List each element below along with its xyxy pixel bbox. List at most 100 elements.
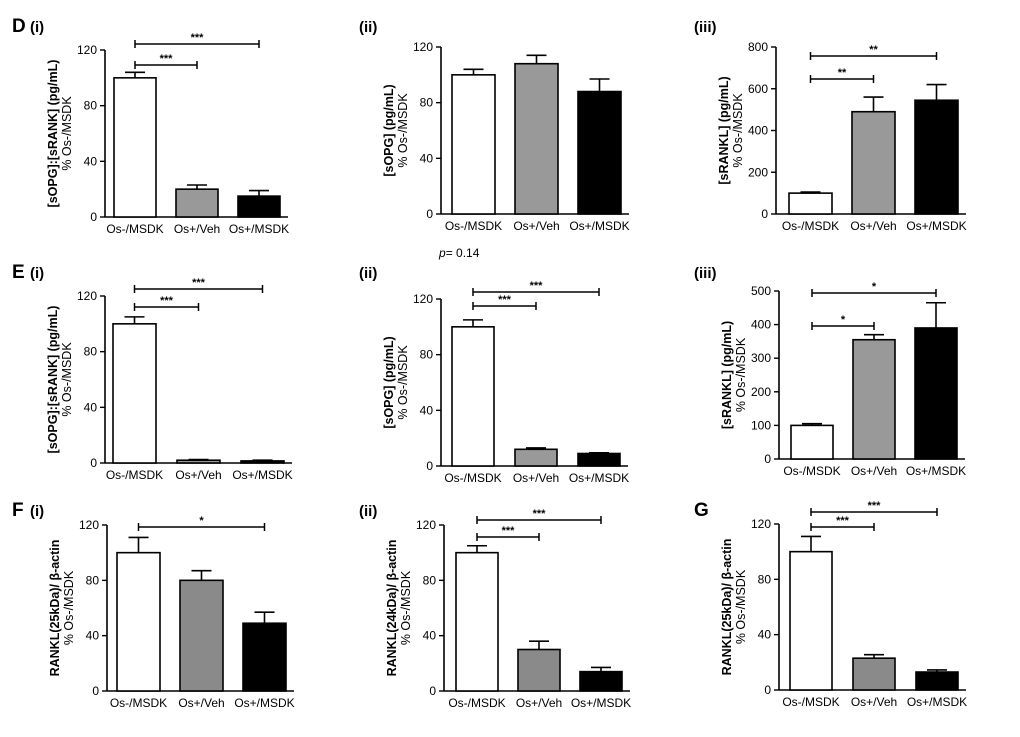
y-tick-label: 80 <box>86 573 100 587</box>
y-tick-label: 0 <box>426 459 433 473</box>
bar-0 <box>455 551 499 692</box>
panel-letter: F <box>12 500 24 521</box>
y-axis-subtitle: % Os-/MSDK <box>396 93 410 168</box>
y-tick-label: 600 <box>748 82 768 96</box>
y-tick-label: 0 <box>90 210 97 224</box>
y-axis-subtitle: % Os-/MSDK <box>399 570 413 645</box>
y-tick-label: 500 <box>751 284 771 298</box>
bar-2 <box>914 327 958 460</box>
y-tick-label: 0 <box>90 456 97 470</box>
category-label-2: Os+/MSDK <box>571 696 631 710</box>
bar-2 <box>579 670 623 692</box>
y-axis-title: RANKL(24kDa)/ β-actin <box>385 540 399 677</box>
chart-panel-E-ii: (ii) 0 40 80 120 [sOPG] (pg/mL)% Os-/MSDK Os-/… <box>359 265 629 485</box>
bar-1 <box>176 459 221 464</box>
sig-stars-0: *** <box>502 525 516 537</box>
chart-panel-E-i: E (i) 0 40 80 120 [sOPG]:[sRANK] (pg/mL)% Os-/… <box>12 262 293 482</box>
category-label-2: Os+/MSDK <box>229 222 289 236</box>
y-tick-label: 120 <box>79 518 99 532</box>
y-tick-label: 120 <box>416 518 436 532</box>
sig-stars-1: *** <box>530 280 544 292</box>
bar-2 <box>577 90 622 215</box>
y-tick-label: 0 <box>92 684 99 698</box>
category-label-1: Os+/Veh <box>850 219 896 233</box>
y-axis-title: [sOPG] (pg/mL) <box>382 336 396 428</box>
category-label-2: Os+/MSDK <box>234 696 294 710</box>
y-tick-label: 0 <box>764 683 771 697</box>
y-tick-label: 200 <box>751 385 771 399</box>
bar-0 <box>790 424 834 460</box>
category-label-0: Os-/MSDK <box>445 219 502 233</box>
y-tick-label: 200 <box>748 165 768 179</box>
y-tick-label: 120 <box>751 517 771 531</box>
bar-0 <box>788 192 833 215</box>
bar-2 <box>914 99 959 215</box>
bar-1 <box>517 648 561 692</box>
y-axis-title: [sOPG]:[sRANK] (pg/mL) <box>46 60 60 208</box>
y-tick-label: 120 <box>77 43 97 57</box>
category-label-1: Os+/Veh <box>851 464 897 478</box>
category-label-2: Os+/MSDK <box>569 219 629 233</box>
category-label-2: Os+/MSDK <box>907 695 967 709</box>
category-label-0: Os-/MSDK <box>782 219 839 233</box>
y-axis-title: [sRANKL] (pg/mL) <box>720 321 734 429</box>
y-axis-subtitle: % Os-/MSDK <box>396 345 410 420</box>
p-value-note: p= 0.14 <box>438 246 480 260</box>
bar-0 <box>451 326 495 467</box>
sig-stars-0: *** <box>160 295 174 307</box>
chart-panel-D-ii: (ii) 0 40 80 120 [sOPG] (pg/mL)% Os-/MSDK Os-/… <box>359 19 630 260</box>
y-tick-label: 0 <box>764 452 771 466</box>
bar-2 <box>237 195 281 218</box>
panel-sublabel: (i) <box>30 503 44 520</box>
panel-sublabel: (ii) <box>359 19 377 36</box>
y-tick-label: 80 <box>84 345 98 359</box>
y-tick-label: 0 <box>429 684 436 698</box>
bar-2 <box>915 671 959 691</box>
sig-stars-0: *** <box>836 515 850 527</box>
bar-1 <box>851 110 896 215</box>
chart-panel-G: G 0 40 80 120 RANKL(25kDa)/ β-actin% Os-/MSDK… <box>694 500 967 709</box>
sig-stars-1: *** <box>191 32 205 44</box>
category-label-1: Os+/Veh <box>513 471 559 485</box>
sig-stars-0: ** <box>838 67 847 79</box>
category-label-0: Os-/MSDK <box>444 471 501 485</box>
panel-sublabel: (ii) <box>359 265 377 282</box>
y-tick-label: 0 <box>761 207 768 221</box>
y-tick-label: 40 <box>758 628 772 642</box>
y-tick-label: 40 <box>86 629 100 643</box>
category-label-0: Os-/MSDK <box>106 222 163 236</box>
y-tick-label: 40 <box>420 403 434 417</box>
category-label-1: Os+/Veh <box>175 468 221 482</box>
bar-0 <box>789 550 833 691</box>
panel-letter: G <box>694 500 709 521</box>
panel-sublabel: (iii) <box>694 265 717 282</box>
p-value: = 0.14 <box>446 246 480 260</box>
category-label-0: Os-/MSDK <box>448 696 505 710</box>
bar-1 <box>175 188 219 218</box>
category-label-2: Os+/MSDK <box>232 468 292 482</box>
sig-stars-0: *** <box>498 294 512 306</box>
sig-stars-0: * <box>199 515 204 527</box>
chart-panel-D-iii: (iii) 0 200 400 600 800 [sRANKL] (pg/mL)% Os-/… <box>694 19 967 233</box>
y-axis-title: RANKL(25kDa)/ β-actin <box>720 539 734 676</box>
y-tick-label: 40 <box>84 154 98 168</box>
y-axis-subtitle: % Os-/MSDK <box>731 93 745 168</box>
chart-panel-F-i: F (i) 0 40 80 120 RANKL(25kDa)/ β-actin% Os-/M… <box>12 500 295 710</box>
y-axis-subtitle: % Os-/MSDK <box>60 342 74 417</box>
bar-2 <box>240 460 285 464</box>
y-tick-label: 120 <box>77 289 97 303</box>
p-symbol: p <box>438 246 446 260</box>
y-axis-subtitle: % Os-/MSDK <box>62 570 76 645</box>
y-axis-subtitle: % Os-/MSDK <box>734 337 748 412</box>
y-tick-label: 80 <box>423 573 437 587</box>
y-tick-label: 40 <box>84 400 98 414</box>
category-label-1: Os+/Veh <box>178 696 224 710</box>
category-label-1: Os+/Veh <box>516 696 562 710</box>
sig-stars-0: * <box>841 314 846 326</box>
y-axis-subtitle: % Os-/MSDK <box>734 569 748 644</box>
y-tick-label: 80 <box>84 99 98 113</box>
y-axis-title: [sOPG] (pg/mL) <box>382 84 396 176</box>
bar-1 <box>852 338 896 460</box>
sig-stars-0: *** <box>160 53 174 65</box>
